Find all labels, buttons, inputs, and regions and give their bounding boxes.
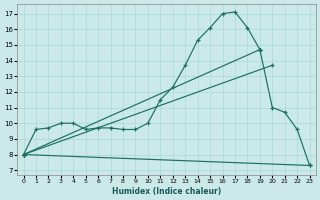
X-axis label: Humidex (Indice chaleur): Humidex (Indice chaleur) xyxy=(112,187,221,196)
